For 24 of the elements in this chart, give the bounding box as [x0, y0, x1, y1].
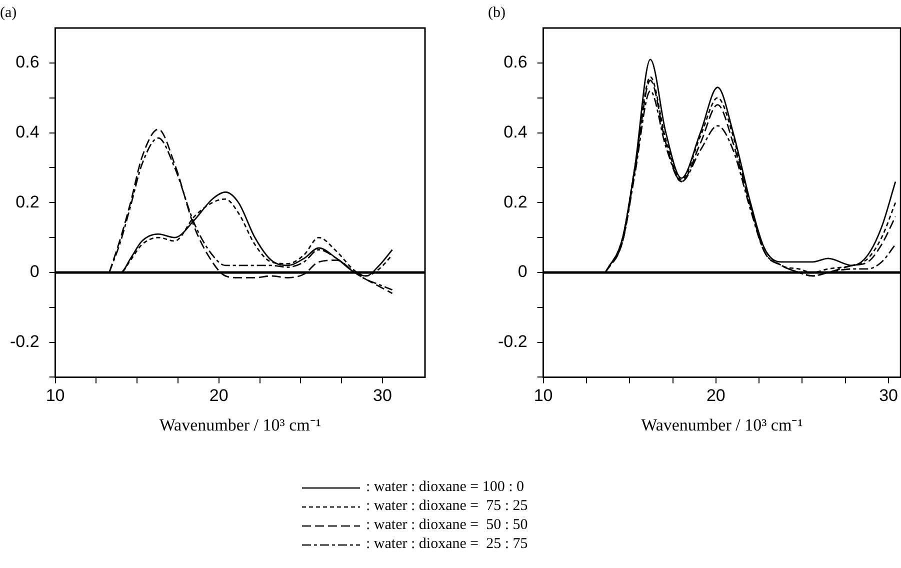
chart-title: (b)	[488, 4, 506, 21]
y-tick-label: 0.4	[16, 122, 40, 142]
chart-title: (a)	[0, 4, 17, 21]
x-tick-label: 30	[879, 386, 898, 406]
x-tick-label: 20	[209, 386, 228, 406]
y-tick-label: -0.2	[10, 332, 40, 351]
legend-label: : water : dioxane = 50 : 50	[366, 517, 528, 534]
y-tick-label: 0	[518, 262, 528, 282]
y-tick-label: 0.6	[504, 52, 528, 72]
x-tick-label: 30	[373, 386, 392, 406]
y-tick-label: 0.6	[16, 52, 40, 72]
x-tick-label: 10	[534, 386, 553, 406]
x-tick-label: 10	[46, 386, 65, 406]
x-axis-title: Wavenumber / 10³ cm⁻¹	[641, 415, 803, 434]
legend-label: : water : dioxane = 100 : 0	[366, 479, 524, 496]
y-tick-label: 0.2	[504, 192, 528, 212]
y-tick-label: -0.2	[498, 332, 528, 351]
y-tick-label: 0	[30, 262, 40, 282]
y-tick-label: 0.2	[16, 192, 40, 212]
x-axis-title: Wavenumber / 10³ cm⁻¹	[159, 415, 321, 434]
legend-label: : water : dioxane = 25 : 75	[366, 536, 528, 553]
y-tick-label: 0.4	[504, 122, 528, 142]
x-tick-label: 20	[706, 386, 726, 406]
legend-label: : water : dioxane = 75 : 25	[366, 498, 528, 515]
